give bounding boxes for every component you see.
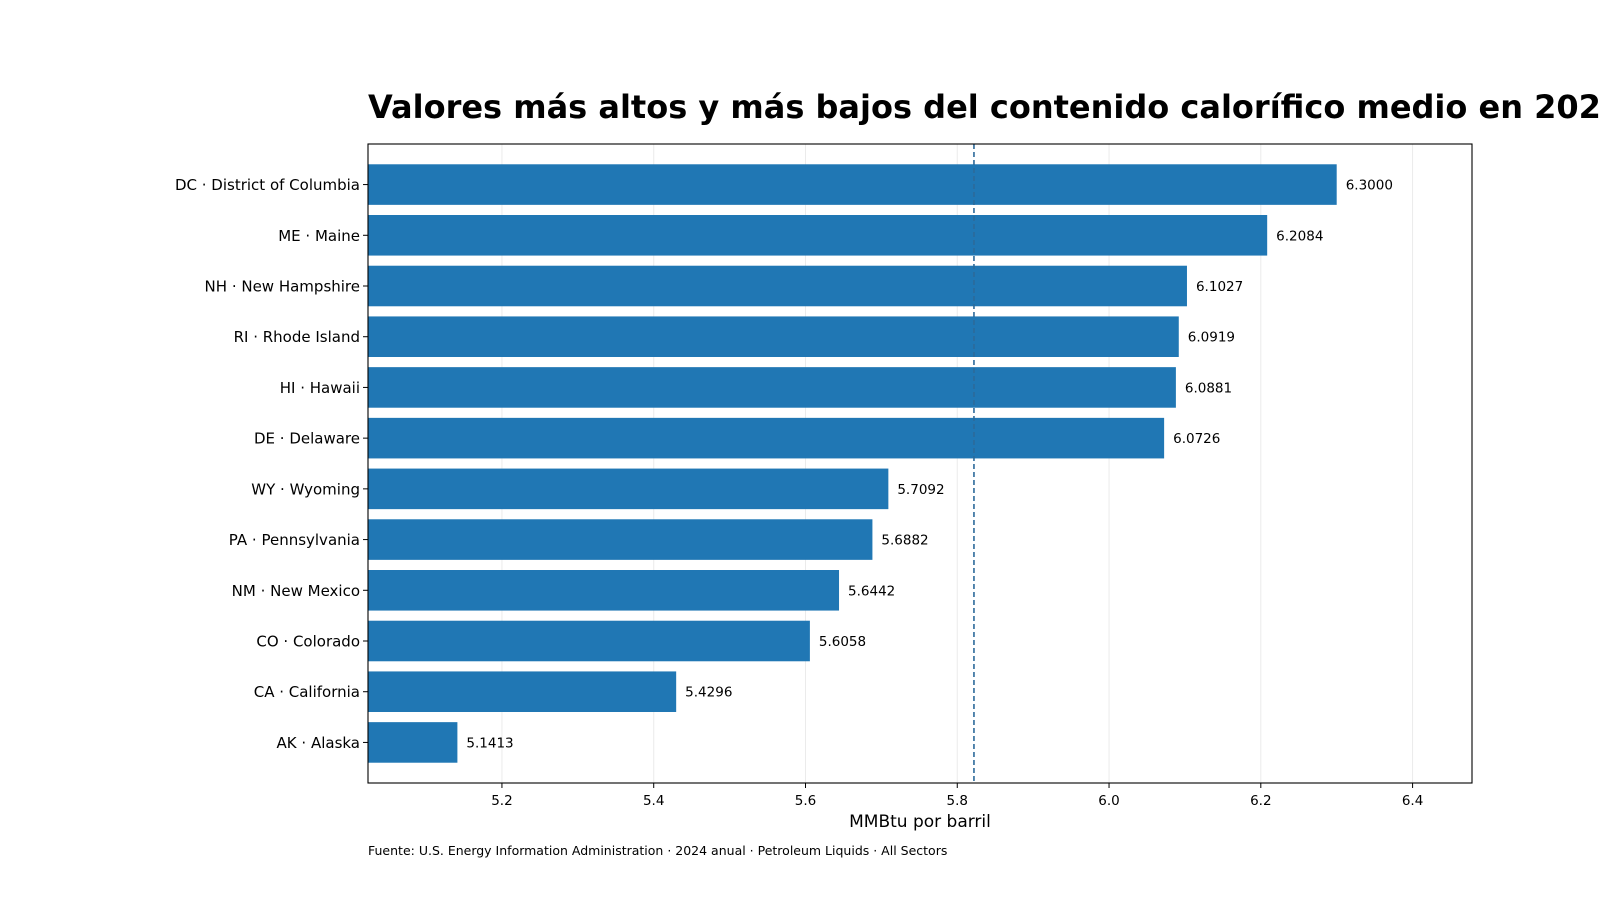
bar[interactable] [368,620,810,662]
data-label: 5.6058 [819,634,866,650]
y-tick-label: WY · Wyoming [251,480,360,498]
y-tick-label: AK · Alaska [277,734,360,752]
bar[interactable] [368,722,458,763]
chart-title: Valores más altos y más bajos del conten… [368,88,1600,126]
plot-area: 6.3000 DC · District of Columbia 6.2084 ME … [175,143,1473,809]
x-tick-label: 6.2 [1250,793,1271,809]
x-tick-label: 5.6 [795,793,816,809]
data-label: 5.6882 [881,533,928,549]
bar[interactable] [368,519,873,560]
source-note: Fuente: U.S. Energy Information Administ… [368,843,947,858]
y-tick-label: RI · Rhode Island [234,328,360,346]
data-label: 6.3000 [1346,178,1393,194]
y-tick-label: PA · Pennsylvania [229,531,360,549]
x-tick-label: 5.8 [947,793,968,809]
data-label: 6.1027 [1196,279,1243,295]
bar[interactable] [368,570,840,611]
bar[interactable] [368,215,1268,256]
x-tick-label: 5.4 [643,793,664,809]
bar[interactable] [368,468,889,510]
x-axis-label: MMBtu por barril [849,812,991,832]
y-tick-label: ME · Maine [278,227,360,245]
data-label: 6.0726 [1173,431,1220,447]
data-label: 5.4296 [685,685,732,701]
y-tick-label: NH · New Hampshire [205,278,360,296]
bar[interactable] [368,164,1337,205]
x-tick-label: 6.0 [1098,793,1119,809]
bar[interactable] [368,417,1165,459]
data-label: 6.2084 [1276,228,1323,244]
data-label: 6.0919 [1188,330,1235,346]
plot-frame [367,143,1473,784]
data-label: 5.6442 [848,583,895,599]
bar[interactable] [368,265,1187,307]
y-tick-label: CO · Colorado [256,633,360,651]
bar[interactable] [368,671,677,712]
bar[interactable] [368,367,1176,408]
x-tick-label: 5.2 [491,793,512,809]
y-tick-label: DE · Delaware [254,430,360,448]
x-tick-label: 6.4 [1402,793,1423,809]
bar[interactable] [368,316,1179,357]
data-label: 5.1413 [466,735,513,751]
data-label: 5.7092 [897,482,944,498]
data-label: 6.0881 [1185,380,1232,396]
y-tick-label: HI · Hawaii [280,379,360,397]
y-tick-label: NM · New Mexico [232,582,360,600]
y-tick-label: DC · District of Columbia [175,176,360,194]
y-tick-label: CA · California [254,683,360,701]
